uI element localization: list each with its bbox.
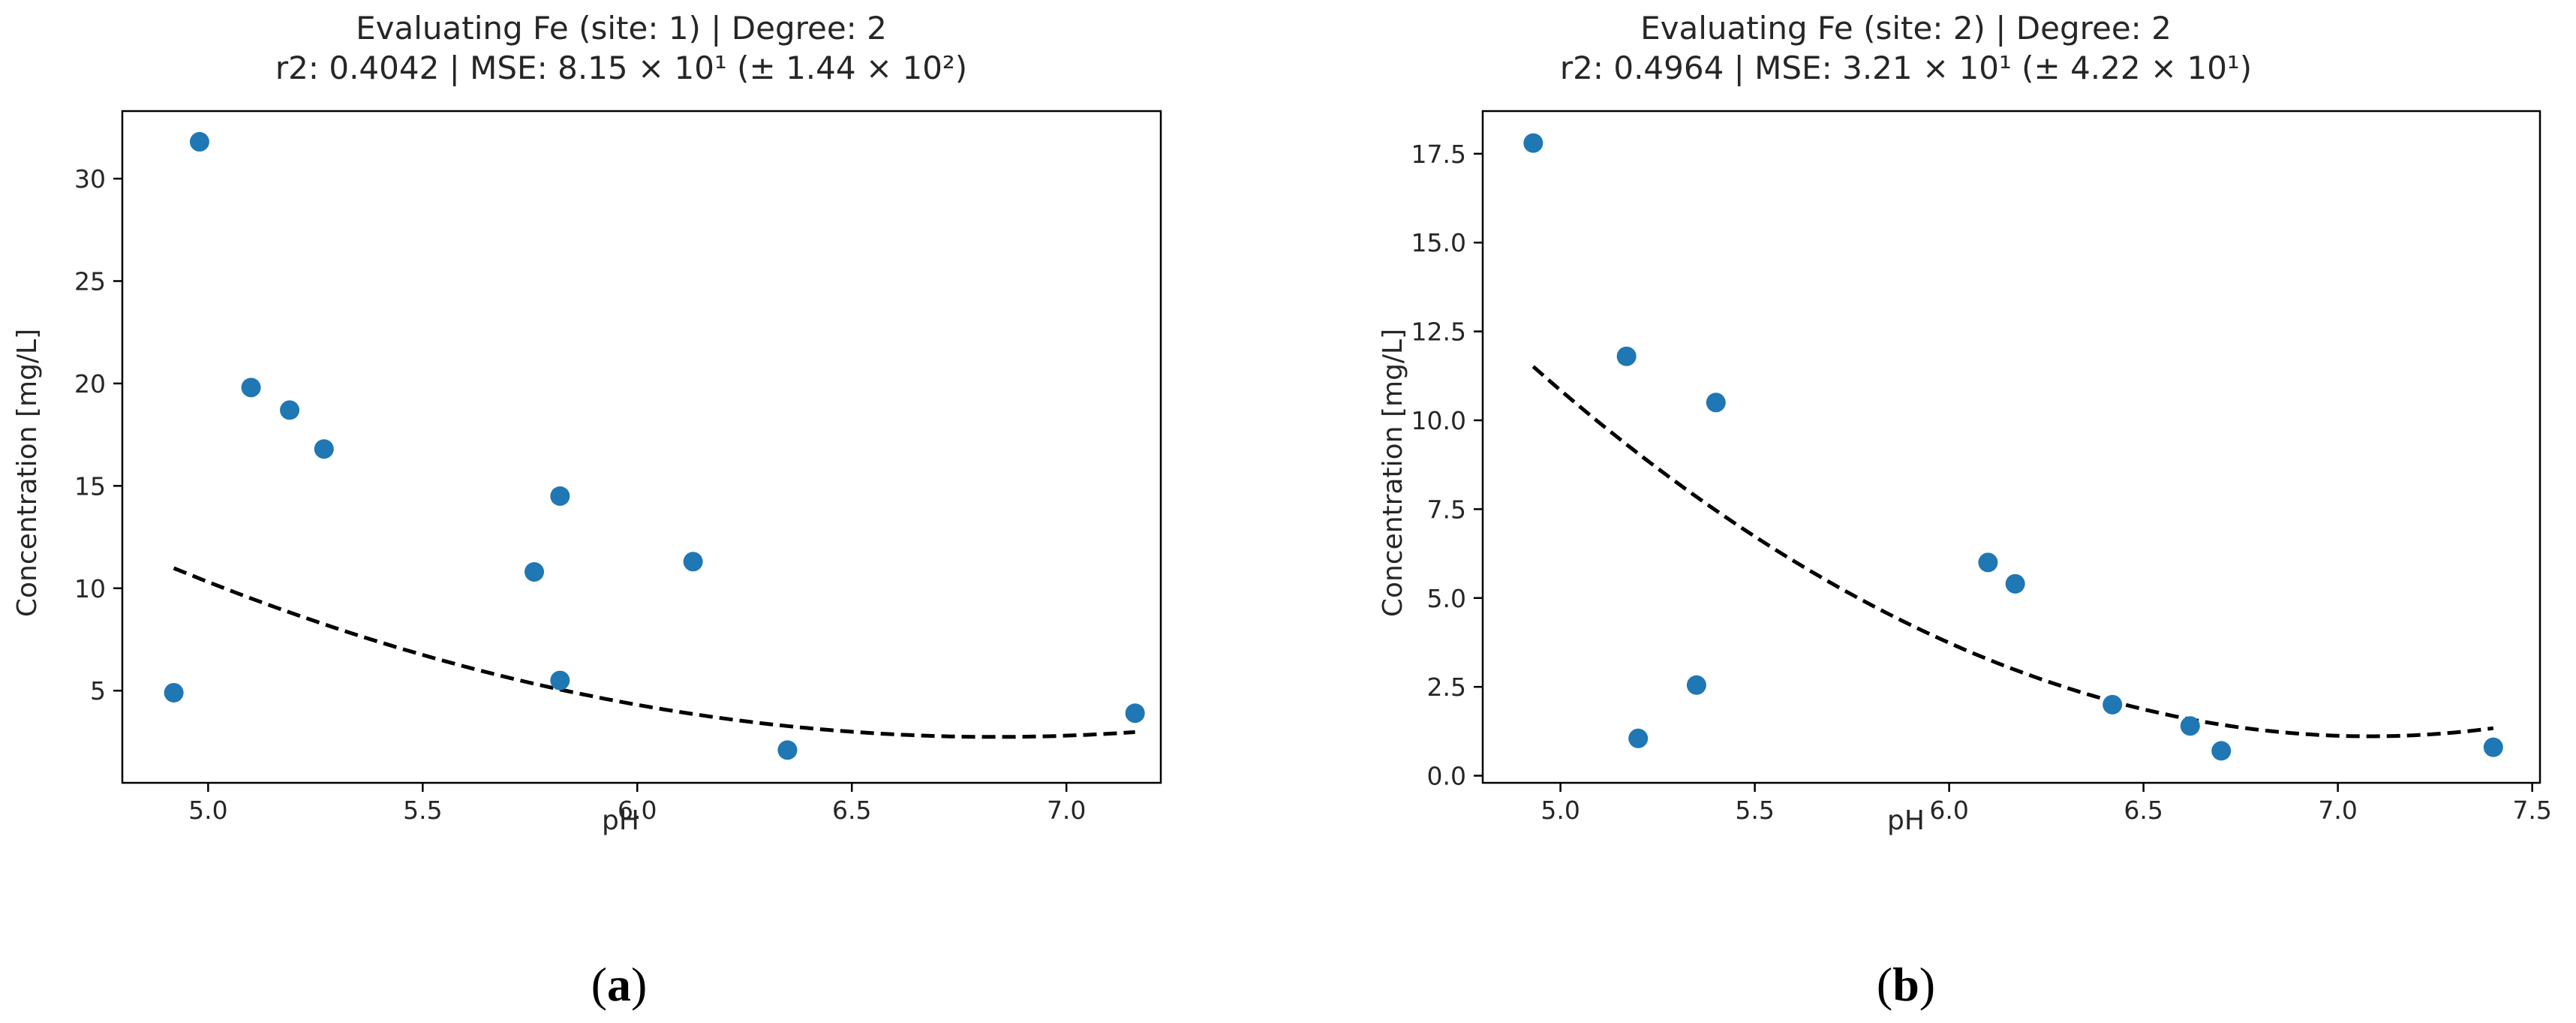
chart-a-point [525, 561, 545, 582]
chart-a-point [550, 670, 570, 691]
panel-label-a: (a) [591, 958, 648, 1011]
chart-b-point [2005, 573, 2025, 594]
chart-b-title-line1: Evaluating Fe (site: 2) | Degree: 2 [1640, 10, 2172, 47]
chart-b-point [2103, 694, 2123, 715]
chart-a-point [777, 740, 798, 760]
chart-a-y-tick-label: 10 [74, 574, 106, 603]
chart-a-y-tick-label: 20 [74, 369, 106, 399]
chart-a-x-axis-label: pH [602, 805, 639, 836]
chart-b-point [1628, 728, 1649, 748]
panel-label-a-letter: a [607, 958, 631, 1011]
chart-a-title-line2: r2: 0.4042 | MSE: 8.15 × 10¹ (± 1.44 × 1… [275, 50, 967, 86]
chart-a: Evaluating Fe (site: 1) | Degree: 2 r2: … [12, 10, 1162, 1011]
chart-b-x-tick-label: 7.5 [2512, 796, 2551, 825]
chart-b-point [2211, 741, 2232, 761]
chart-b-plot: 5.0 5.5 6.0 6.5 7.0 7.5 0.0 2.5 5.0 7.5 10.0 12.5 15… [1411, 110, 2552, 825]
chart-a-point [189, 131, 209, 152]
chart-a-point [241, 378, 261, 398]
chart-b-y-tick-label: 0.0 [1427, 762, 1466, 791]
chart-b-x-tick-label: 7.0 [2318, 796, 2357, 825]
chart-a-x-tick-label: 6.0 [618, 796, 657, 825]
chart-b-point [2180, 716, 2200, 736]
chart-b-y-tick-label: 12.5 [1411, 317, 1466, 347]
chart-b-point [1616, 346, 1637, 366]
chart-a-point [280, 400, 300, 420]
chart-a-point [1125, 703, 1145, 724]
chart-b-y-tick-label: 17.5 [1411, 140, 1466, 169]
chart-b-x-tick-label: 6.0 [1929, 796, 1968, 825]
chart-b-point [1686, 675, 1706, 695]
chart-b: Evaluating Fe (site: 2) | Degree: 2 r2: … [1378, 10, 2552, 1011]
chart-a-y-tick-label: 5 [90, 676, 106, 706]
chart-b-point [1978, 552, 1998, 573]
chart-a-plot: 5.0 5.5 6.0 6.5 7.0 5 10 15 20 25 30 [74, 110, 1162, 825]
chart-b-point [1706, 393, 1726, 413]
chart-a-x-tick-label: 7.0 [1047, 796, 1086, 825]
chart-b-x-tick-label: 5.5 [1735, 796, 1774, 825]
chart-b-y-tick-label: 5.0 [1427, 584, 1466, 613]
chart-a-point [683, 552, 703, 572]
panel-label-b-letter: b [1892, 958, 1919, 1011]
chart-b-x-axis-label: pH [1887, 805, 1925, 836]
chart-b-point [2483, 737, 2503, 757]
chart-b-y-tick-label: 7.5 [1427, 495, 1466, 524]
chart-a-point [314, 439, 334, 459]
chart-b-title-line2: r2: 0.4964 | MSE: 3.21 × 10¹ (± 4.22 × 1… [1560, 50, 2252, 86]
chart-b-y-tick-label: 2.5 [1427, 672, 1466, 702]
chart-b-x-tick-label: 5.0 [1540, 796, 1580, 825]
chart-a-x-tick-label: 5.0 [188, 796, 227, 825]
chart-b-point [1523, 133, 1543, 153]
panel-label-b: (b) [1877, 958, 1935, 1011]
chart-a-x-tick-label: 6.5 [832, 796, 871, 825]
chart-a-x-tick-label: 5.5 [403, 796, 442, 825]
chart-a-axes-frame [121, 110, 1162, 784]
chart-a-y-tick-label: 30 [74, 164, 106, 194]
chart-a-y-axis-label: Concentration [mg/L] [12, 329, 43, 617]
chart-b-y-axis-label: Concentration [mg/L] [1378, 329, 1408, 617]
chart-b-fit-line [1531, 365, 2494, 739]
chart-a-point [550, 486, 570, 506]
chart-b-y-tick-label: 15.0 [1411, 228, 1466, 257]
chart-a-y-tick-label: 15 [74, 471, 106, 501]
chart-b-axes-frame [1481, 110, 2541, 784]
chart-a-y-tick-label: 25 [74, 266, 106, 296]
chart-b-y-tick-label: 10.0 [1411, 406, 1466, 435]
chart-a-title-line1: Evaluating Fe (site: 1) | Degree: 2 [356, 10, 887, 47]
chart-a-point [164, 682, 184, 703]
chart-b-x-tick-label: 6.5 [2124, 796, 2163, 825]
chart-a-fit-line [173, 566, 1135, 739]
